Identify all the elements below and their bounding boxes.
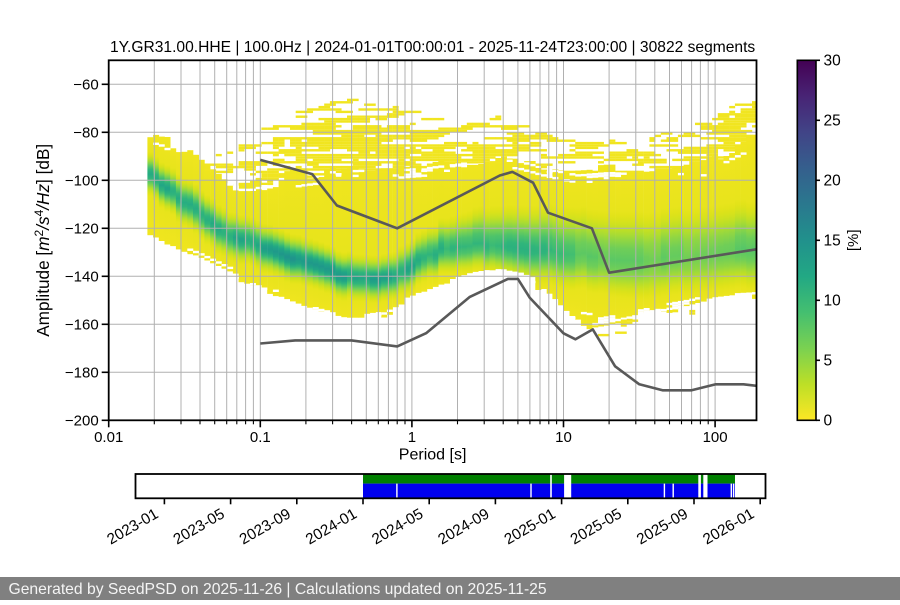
svg-text:5: 5 xyxy=(824,353,833,370)
svg-text:−140: −140 xyxy=(65,269,99,286)
svg-text:−60: −60 xyxy=(73,77,98,94)
svg-text:10: 10 xyxy=(555,429,572,446)
svg-text:Generated by SeedPSD on 2025-1: Generated by SeedPSD on 2025-11-26 | Cal… xyxy=(9,581,547,598)
svg-text:−200: −200 xyxy=(65,413,99,430)
svg-text:0.1: 0.1 xyxy=(250,429,271,446)
svg-text:25: 25 xyxy=(824,113,841,130)
svg-text:−120: −120 xyxy=(65,221,99,238)
svg-text:10: 10 xyxy=(824,293,842,310)
svg-text:−180: −180 xyxy=(65,365,99,382)
svg-text:1Y.GR31.00.HHE | 100.0Hz | 202: 1Y.GR31.00.HHE | 100.0Hz | 2024-01-01T00… xyxy=(110,39,755,56)
svg-text:Amplitude [m2/s4/Hz] [dB]: Amplitude [m2/s4/Hz] [dB] xyxy=(32,144,53,337)
svg-text:−80: −80 xyxy=(73,125,98,142)
svg-text:0.01: 0.01 xyxy=(94,429,123,446)
svg-text:20: 20 xyxy=(824,173,842,190)
svg-text:0: 0 xyxy=(824,413,833,430)
svg-text:1: 1 xyxy=(408,429,416,446)
svg-text:Period [s]: Period [s] xyxy=(399,447,467,464)
svg-text:−100: −100 xyxy=(65,173,99,190)
svg-text:30: 30 xyxy=(824,53,842,70)
svg-text:15: 15 xyxy=(824,233,841,250)
svg-text:−160: −160 xyxy=(65,317,99,334)
svg-text:[%]: [%] xyxy=(845,229,862,251)
svg-text:100: 100 xyxy=(703,429,728,446)
